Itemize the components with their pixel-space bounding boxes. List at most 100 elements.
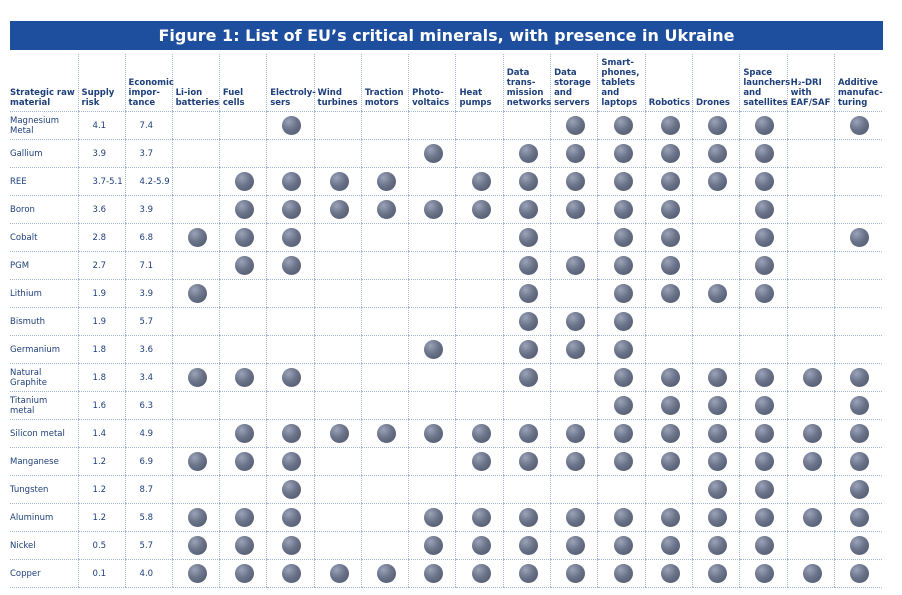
presence-cell <box>313 419 362 448</box>
material-name: Cobalt <box>10 223 79 252</box>
material-name: Bismuth <box>10 307 79 336</box>
presence-cell <box>266 251 314 280</box>
presence-dot <box>376 424 396 443</box>
presence-cell <box>455 223 504 252</box>
presence-cell <box>739 279 788 308</box>
material-name: Aluminum <box>10 503 79 532</box>
presence-dot <box>613 144 633 163</box>
presence-dot <box>850 424 870 443</box>
table-row: Manganese 1.2 6.9 <box>10 447 882 476</box>
presence-cell <box>502 335 551 364</box>
presence-cell <box>171 559 220 588</box>
supply-risk: 1.2 <box>77 503 126 532</box>
presence-dot <box>755 396 775 415</box>
presence-cell <box>455 531 504 560</box>
presence-cell <box>597 475 646 504</box>
table-row: PGM 2.7 7.1 <box>10 251 882 280</box>
presence-dot <box>613 116 633 135</box>
table-row: Tungsten 1.2 8.7 <box>10 475 882 504</box>
presence-cell <box>691 447 740 476</box>
presence-dot <box>471 564 491 583</box>
presence-cell <box>218 419 267 448</box>
presence-cell <box>171 503 220 532</box>
presence-cell <box>833 419 882 448</box>
supply-risk: 0.5 <box>77 531 126 560</box>
presence-cell <box>739 139 788 168</box>
presence-dot <box>850 564 870 583</box>
presence-dot <box>850 452 870 471</box>
presence-cell <box>360 531 409 560</box>
column-header: Photo- voltaics <box>408 54 456 112</box>
presence-cell <box>313 531 362 560</box>
presence-dot <box>660 228 680 247</box>
material-name: Titanium metal <box>10 391 79 420</box>
economic-importance: 6.3 <box>124 391 173 420</box>
presence-cell <box>455 111 504 140</box>
presence-dot <box>187 368 207 387</box>
presence-cell <box>408 475 456 504</box>
presence-cell <box>786 167 835 196</box>
presence-cell <box>691 363 740 392</box>
presence-cell <box>550 195 598 224</box>
presence-cell <box>739 307 788 336</box>
presence-dot <box>708 144 728 163</box>
presence-dot <box>518 200 538 219</box>
presence-cell <box>455 279 504 308</box>
table-row: Natural Graphite 1.8 3.4 <box>10 363 882 392</box>
presence-cell <box>786 335 835 364</box>
material-name: REE <box>10 167 79 196</box>
economic-importance: 4.2-5.9 <box>124 167 173 196</box>
economic-importance: 7.1 <box>124 251 173 280</box>
presence-cell <box>644 223 693 252</box>
presence-cell <box>786 503 835 532</box>
presence-cell <box>597 531 646 560</box>
column-header: Supply risk <box>77 54 126 112</box>
supply-risk: 3.6 <box>77 195 126 224</box>
presence-dot <box>518 172 538 191</box>
presence-cell <box>218 559 267 588</box>
supply-risk: 1.4 <box>77 419 126 448</box>
presence-cell <box>218 195 267 224</box>
presence-dot <box>613 536 633 555</box>
table-row: Copper 0.1 4.0 <box>10 559 882 588</box>
presence-cell <box>313 139 362 168</box>
presence-cell <box>455 447 504 476</box>
presence-cell <box>218 475 267 504</box>
material-name: Magnesium Metal <box>10 111 79 140</box>
presence-dot <box>235 452 255 471</box>
presence-dot <box>660 172 680 191</box>
presence-cell <box>691 531 740 560</box>
presence-cell <box>550 307 598 336</box>
supply-risk: 3.7-5.1 <box>77 167 126 196</box>
presence-cell <box>739 195 788 224</box>
presence-cell <box>171 391 220 420</box>
presence-cell <box>455 503 504 532</box>
presence-cell <box>786 447 835 476</box>
presence-dot <box>566 452 586 471</box>
presence-cell <box>360 307 409 336</box>
presence-cell <box>739 531 788 560</box>
presence-dot <box>235 228 255 247</box>
presence-cell <box>360 559 409 588</box>
presence-cell <box>691 195 740 224</box>
presence-cell <box>266 167 314 196</box>
presence-cell <box>644 251 693 280</box>
economic-importance: 5.8 <box>124 503 173 532</box>
presence-dot <box>424 564 444 583</box>
presence-dot <box>235 564 255 583</box>
presence-cell <box>360 111 409 140</box>
column-header: Heat pumps <box>455 54 504 112</box>
presence-dot <box>613 452 633 471</box>
presence-cell <box>266 475 314 504</box>
presence-cell <box>266 335 314 364</box>
presence-cell <box>408 363 456 392</box>
presence-dot <box>660 564 680 583</box>
presence-cell <box>786 391 835 420</box>
supply-risk: 1.6 <box>77 391 126 420</box>
presence-dot <box>660 256 680 275</box>
column-header: Wind turbines <box>313 54 362 112</box>
presence-cell <box>218 307 267 336</box>
presence-cell <box>691 167 740 196</box>
presence-dot <box>660 536 680 555</box>
presence-dot <box>235 200 255 219</box>
